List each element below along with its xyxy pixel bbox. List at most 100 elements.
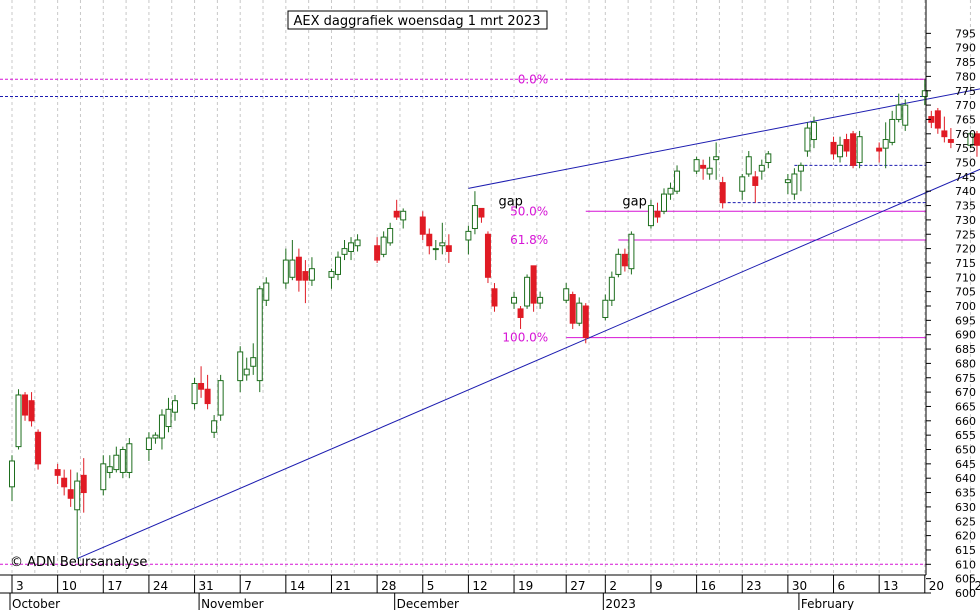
candle-body — [491, 288, 498, 307]
candle-body — [810, 121, 817, 141]
y-tick-label: 780 — [955, 70, 976, 83]
y-tick-label: 695 — [955, 314, 976, 327]
candle-body — [35, 431, 42, 465]
candle-body — [700, 164, 707, 169]
x-tick-label: 10 — [62, 579, 77, 593]
candle-body — [465, 230, 472, 241]
x-tick-label: 27 — [570, 579, 585, 593]
y-tick-label: 615 — [955, 544, 976, 557]
month-label: December — [397, 597, 459, 610]
x-tick-label: 19 — [518, 579, 533, 593]
candle-body — [921, 90, 928, 97]
x-tick-label: 7 — [244, 579, 252, 593]
candle-body — [837, 144, 844, 158]
candle-body — [628, 233, 635, 270]
candle-body — [172, 400, 178, 413]
candle-body — [739, 176, 746, 192]
month-label: November — [201, 597, 263, 610]
x-tick-label: 31 — [199, 579, 214, 593]
x-tick-label: 13 — [883, 579, 898, 593]
candle-body — [530, 265, 537, 304]
candle-body — [328, 271, 335, 278]
candle-body — [693, 159, 700, 172]
candle-body — [387, 228, 394, 244]
y-tick-label: 745 — [955, 171, 976, 184]
trendline — [468, 88, 980, 189]
candle-body — [791, 173, 798, 195]
candle-body — [889, 118, 896, 143]
gap-annotation: gap — [622, 194, 646, 209]
y-tick-label: 765 — [955, 113, 976, 126]
candle-body — [54, 469, 61, 476]
y-tick-label: 620 — [955, 530, 976, 543]
candle-body — [341, 248, 348, 255]
x-tick-label: 5 — [427, 579, 435, 593]
y-tick-label: 720 — [955, 243, 976, 256]
candle-body — [615, 253, 622, 275]
candle-body — [524, 276, 531, 307]
x-tick-label: 2 — [609, 579, 617, 593]
y-tick-label: 725 — [955, 228, 976, 241]
candle-body — [850, 133, 857, 166]
candle-body — [145, 437, 152, 450]
candle-body — [934, 110, 941, 129]
month-label: October — [12, 597, 60, 610]
candle-body — [647, 205, 654, 227]
candle-body — [752, 176, 759, 186]
candle-body — [80, 474, 87, 494]
candle-body — [198, 382, 205, 390]
x-tick-label: 16 — [701, 579, 716, 593]
candle-body — [517, 308, 524, 318]
x-tick-label: 17 — [107, 579, 122, 593]
candle-body — [654, 210, 661, 218]
y-tick-label: 685 — [955, 343, 976, 356]
y-tick-label: 670 — [955, 386, 976, 399]
candle-body — [432, 248, 439, 251]
y-tick-label: 665 — [955, 400, 976, 413]
candle-body — [165, 408, 172, 428]
y-tick-label: 710 — [955, 271, 976, 284]
y-tick-label: 610 — [955, 558, 976, 571]
candle-body — [74, 480, 81, 511]
y-tick-label: 730 — [955, 214, 976, 227]
candle-body — [478, 207, 485, 218]
candle-body — [967, 133, 974, 146]
title-box — [287, 10, 548, 30]
month-label: 2023 — [605, 597, 636, 610]
x-tick-label: 14 — [290, 579, 305, 593]
y-tick-label: 660 — [955, 415, 976, 428]
candle-body — [784, 179, 791, 184]
y-tick-label: 795 — [955, 27, 976, 40]
x-tick-label: 6 — [838, 579, 846, 593]
candle-body — [335, 256, 341, 275]
candle-body — [426, 233, 433, 247]
trendline — [77, 168, 980, 560]
candle-body — [400, 210, 407, 221]
candle-body — [419, 216, 426, 235]
candle-body — [484, 233, 491, 278]
candle-body — [61, 477, 68, 488]
candle-body — [308, 268, 315, 281]
candle-body — [237, 351, 244, 382]
candle-body — [22, 394, 29, 416]
y-tick-label: 750 — [955, 157, 976, 170]
y-tick-label: 680 — [955, 357, 976, 370]
candle-body — [511, 296, 518, 304]
candle-body — [856, 136, 863, 163]
y-tick-label: 640 — [955, 472, 976, 485]
candle-body — [28, 400, 35, 422]
candle-body — [302, 271, 309, 281]
candle-body — [204, 388, 211, 405]
candle-body — [582, 305, 589, 339]
fib-label: 61.8% — [510, 233, 548, 247]
fib-label: 0.0% — [518, 72, 549, 86]
candle-body — [758, 164, 765, 172]
candle-body — [282, 259, 289, 284]
candle-body — [947, 139, 954, 143]
candle-body — [569, 294, 576, 324]
candle-body — [348, 242, 355, 252]
x-tick-label: 20 — [929, 579, 944, 593]
candle-body — [243, 368, 250, 376]
